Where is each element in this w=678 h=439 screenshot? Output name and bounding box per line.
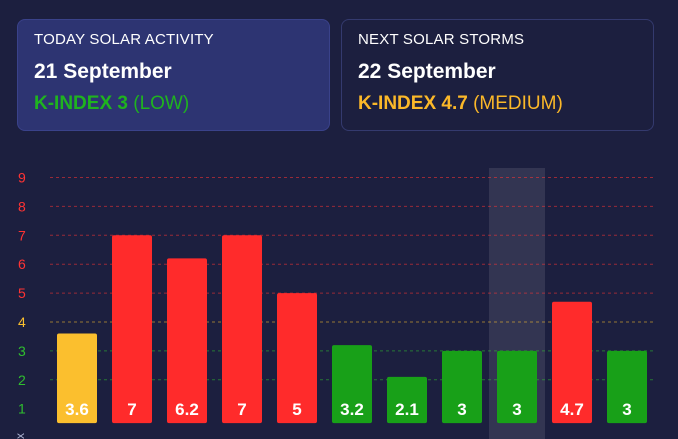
today-date: 21 September [34,60,172,83]
today-kindex: K-INDEX 3 (LOW) [34,93,313,115]
y-tick-label: 9 [18,170,26,186]
y-tick-label: 5 [18,285,26,301]
y-tick-label: 3 [18,343,26,359]
today-kindex-value: K-INDEX 3 [34,93,128,114]
bar-value-label: 2.1 [395,400,419,419]
bar [167,258,207,424]
bar [497,350,537,424]
bar-value-label: 5 [292,400,301,419]
bar [387,376,427,424]
y-tick-label: 4 [18,314,26,330]
bar-value-label: 7 [237,400,246,419]
bar-value-label: 3 [622,400,631,419]
y-tick-label: 7 [18,227,26,243]
bar-value-label: 3 [512,400,521,419]
next-kindex-value: K-INDEX 4.7 [358,93,468,114]
bar-value-label: 7 [127,400,136,419]
bar-value-label: 3.6 [65,400,89,419]
axis-mark: x [13,433,27,439]
y-tick-label: 6 [18,256,26,272]
bar [607,350,647,424]
next-card-label: NEXT SOLAR STORMS [358,31,525,48]
bar [442,350,482,424]
y-tick-label: 8 [18,198,26,214]
next-date: 22 September [358,60,496,83]
bar [277,293,317,424]
next-storms-card: NEXT SOLAR STORMS 22 September K-INDEX 4… [341,19,654,131]
next-kindex: K-INDEX 4.7 (MEDIUM) [358,93,637,115]
y-tick-label: 2 [18,372,26,388]
today-activity-card: TODAY SOLAR ACTIVITY 21 September K-INDE… [17,19,330,131]
bar-value-label: 3 [457,400,466,419]
bar-value-label: 3.2 [340,400,364,419]
bar-value-label: 4.7 [560,400,584,419]
bar [552,301,592,424]
next-kindex-level: (MEDIUM) [473,93,563,114]
bar-value-label: 6.2 [175,400,199,419]
y-tick-label: 1 [18,401,26,417]
bar [57,333,97,424]
today-kindex-level: (LOW) [133,93,190,114]
today-card-label: TODAY SOLAR ACTIVITY [34,31,214,48]
bar [112,235,152,424]
bar [332,345,372,424]
bar [222,235,262,424]
